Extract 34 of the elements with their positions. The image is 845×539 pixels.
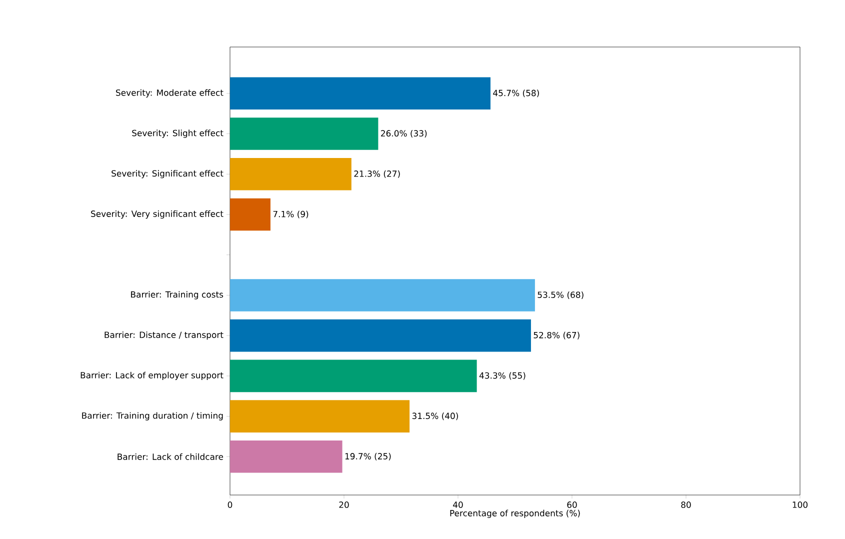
data-label: 19.7% (25) <box>345 452 391 460</box>
bar <box>230 118 378 150</box>
data-label: 26.0% (33) <box>381 130 427 138</box>
y-tick-label: Barrier: Training duration / timing <box>82 412 223 420</box>
y-tick-label: Severity: Slight effect <box>132 130 224 138</box>
y-tick-label: Barrier: Training costs <box>131 291 224 300</box>
y-tick-label: Severity: Significant effect <box>112 170 224 178</box>
bar <box>230 158 352 190</box>
bar <box>230 360 477 392</box>
x-tick-label: 100 <box>792 502 808 508</box>
data-label: 31.5% (40) <box>412 412 458 420</box>
data-label: 43.3% (55) <box>479 372 526 380</box>
data-label: 7.1% (9) <box>273 210 308 218</box>
x-tick-label: 20 <box>339 502 349 508</box>
x-tick-label: 60 <box>567 502 577 508</box>
y-tick-label: Barrier: Distance / transport <box>104 331 224 340</box>
data-label: 45.7% (58) <box>493 90 539 98</box>
bar <box>230 400 410 432</box>
y-tick-label: Barrier: Lack of employer support <box>80 372 224 380</box>
bar <box>230 319 531 352</box>
bar <box>230 440 342 473</box>
data-label: 53.5% (68) <box>538 291 584 299</box>
y-tick-label: Barrier: Lack of childcare <box>118 453 224 460</box>
data-label: 52.8% (67) <box>534 332 580 340</box>
x-tick-label: 40 <box>453 502 463 508</box>
bar <box>230 198 270 231</box>
bar <box>230 279 535 312</box>
bar <box>230 77 490 110</box>
x-axis-title: Percentage of respondents (%) <box>450 510 580 518</box>
data-label: 21.3% (27) <box>354 170 400 178</box>
x-tick-label: 80 <box>681 502 691 508</box>
x-tick-label: 0 <box>228 502 232 508</box>
y-tick-label: Severity: Moderate effect <box>116 89 224 98</box>
y-tick-label: Severity: Very significant effect <box>91 210 224 219</box>
